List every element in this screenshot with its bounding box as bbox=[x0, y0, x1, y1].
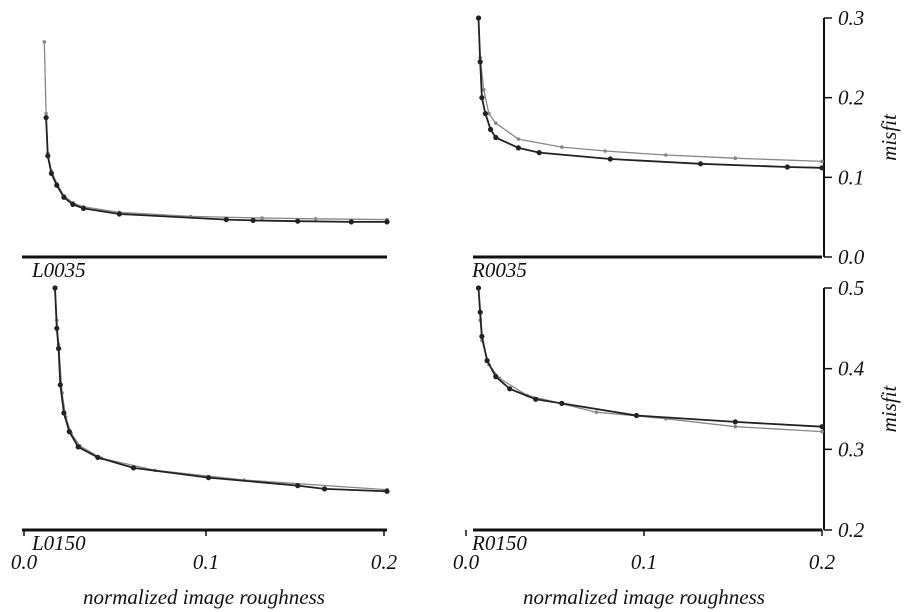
data-point bbox=[66, 429, 72, 435]
data-point bbox=[70, 201, 76, 207]
data-point bbox=[313, 217, 318, 221]
series-line bbox=[477, 287, 823, 428]
data-point bbox=[594, 410, 599, 415]
data-point bbox=[57, 382, 63, 388]
data-point bbox=[507, 386, 513, 392]
y-tick-label: 0.4 bbox=[838, 357, 865, 381]
data-point bbox=[493, 374, 499, 380]
data-point bbox=[733, 156, 738, 160]
data-point bbox=[697, 161, 704, 167]
data-point bbox=[515, 145, 522, 151]
data-point bbox=[54, 182, 60, 188]
data-point bbox=[44, 111, 48, 116]
y-tick-label: 0.0 bbox=[838, 245, 865, 269]
data-point bbox=[321, 486, 328, 492]
data-point bbox=[384, 488, 390, 494]
data-point bbox=[494, 121, 498, 125]
data-point bbox=[116, 211, 122, 217]
data-point bbox=[784, 164, 790, 170]
data-point bbox=[664, 153, 668, 157]
data-point bbox=[607, 156, 613, 162]
series-line bbox=[43, 41, 388, 221]
data-point bbox=[95, 454, 101, 460]
data-point bbox=[484, 358, 490, 364]
data-point bbox=[250, 217, 256, 223]
data-point bbox=[260, 216, 264, 220]
series-line bbox=[54, 287, 388, 493]
data-point bbox=[56, 345, 62, 352]
panel-label: R0035 bbox=[471, 258, 527, 282]
data-point bbox=[80, 205, 87, 211]
x-tick-label: 0.1 bbox=[193, 550, 219, 574]
data-point bbox=[533, 396, 539, 402]
y-axis-title: misfit bbox=[877, 385, 901, 433]
x-axis-title: normalized image roughness bbox=[523, 585, 765, 609]
data-point bbox=[42, 40, 47, 44]
x-tick-label: 0.1 bbox=[631, 550, 657, 574]
panel-l0035: L0035 bbox=[22, 40, 390, 282]
x-tick-label: 0.0 bbox=[453, 550, 480, 574]
data-point bbox=[45, 153, 51, 159]
data-point bbox=[479, 333, 485, 339]
data-point bbox=[732, 419, 738, 425]
data-point bbox=[819, 424, 825, 430]
series-line bbox=[45, 117, 387, 223]
data-point bbox=[733, 424, 738, 429]
y-tick-label: 0.3 bbox=[838, 6, 864, 30]
data-point bbox=[479, 95, 485, 101]
y-axis-title: misfit bbox=[877, 113, 901, 161]
data-point bbox=[820, 159, 824, 164]
data-point bbox=[475, 285, 482, 291]
panel-label: R0150 bbox=[471, 531, 527, 555]
data-point bbox=[603, 149, 607, 153]
y-tick-label: 0.2 bbox=[838, 518, 865, 542]
data-point bbox=[560, 145, 564, 149]
data-point bbox=[295, 483, 301, 489]
y-tick-label: 0.3 bbox=[838, 437, 864, 461]
panel-r0150: R0150 0.2 0.3 0.4 0.5 misfit 0.0 0.1 0.2 normaliz… bbox=[453, 276, 901, 609]
x-axis-title: normalized image roughness bbox=[83, 585, 325, 609]
series-line bbox=[477, 17, 823, 163]
y-tick-label: 0.2 bbox=[838, 86, 865, 110]
panel-label: L0150 bbox=[31, 531, 86, 555]
data-point bbox=[477, 59, 483, 65]
data-point bbox=[820, 429, 824, 434]
data-point bbox=[493, 134, 499, 141]
panel-r0035: R0035 0.0 0.1 0.2 0.3 misfit bbox=[471, 6, 901, 282]
data-point bbox=[487, 111, 491, 116]
data-point bbox=[477, 309, 483, 315]
data-point bbox=[54, 325, 60, 331]
data-point bbox=[488, 126, 494, 133]
y-tick-label: 0.1 bbox=[838, 165, 864, 189]
x-tick-label: 0.2 bbox=[809, 550, 836, 574]
data-point bbox=[295, 218, 301, 224]
series-line bbox=[477, 17, 823, 169]
data-point bbox=[536, 150, 542, 156]
data-point bbox=[481, 87, 486, 92]
data-point bbox=[475, 15, 482, 21]
data-point bbox=[75, 444, 81, 450]
data-point bbox=[61, 194, 67, 200]
data-point bbox=[633, 412, 640, 419]
data-point bbox=[384, 219, 390, 225]
data-point bbox=[48, 170, 55, 176]
data-point bbox=[43, 115, 49, 121]
data-point bbox=[482, 111, 488, 117]
data-point bbox=[559, 400, 565, 406]
data-point bbox=[819, 165, 825, 171]
series-line bbox=[477, 287, 823, 433]
data-point bbox=[348, 219, 354, 225]
data-point bbox=[61, 410, 67, 416]
data-point bbox=[516, 137, 521, 141]
data-point bbox=[223, 217, 229, 223]
data-point bbox=[205, 475, 212, 481]
x-tick-label: 0.2 bbox=[371, 550, 398, 574]
x-tick-label: 0.0 bbox=[11, 550, 38, 574]
panel-label: L0035 bbox=[31, 258, 86, 282]
y-tick-label: 0.5 bbox=[838, 276, 864, 300]
data-point bbox=[130, 465, 137, 471]
data-point bbox=[52, 285, 58, 291]
